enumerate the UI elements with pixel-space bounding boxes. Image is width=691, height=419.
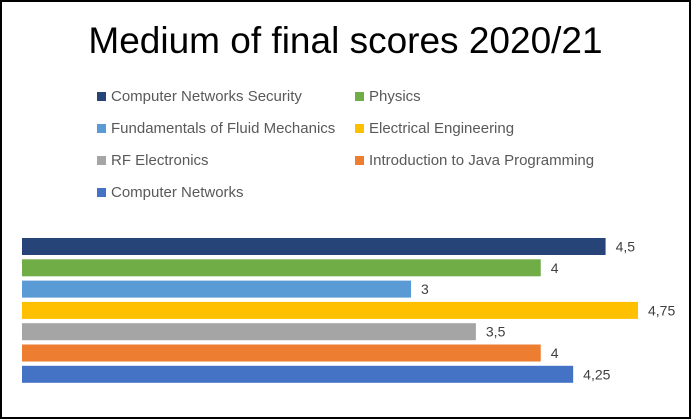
legend-item-introduction-to-java-programming: Introduction to Java Programming (355, 150, 615, 170)
bar-rf-electronics (22, 323, 476, 341)
bar-introduction-to-java-programming (22, 344, 541, 362)
chart-title: Medium of final scores 2020/21 (88, 20, 603, 61)
data-label: 4,75 (648, 302, 675, 318)
legend-label: Computer Networks Security (111, 87, 302, 105)
legend-label: Electrical Engineering (369, 119, 515, 137)
legend-item-computer-networks-security: Computer Networks Security (97, 86, 355, 106)
data-label: 4,25 (583, 366, 610, 382)
data-label: 4,5 (616, 239, 636, 255)
legend-item-fundamentals-of-fluid-mechanics: Fundamentals of Fluid Mechanics (97, 118, 355, 138)
legend-swatch (355, 91, 364, 101)
legend-swatch (355, 123, 364, 133)
legend-swatch (97, 187, 106, 197)
legend-swatch (355, 155, 364, 165)
bar-physics (22, 259, 541, 277)
data-label: 3 (421, 281, 429, 297)
legend-item-physics: Physics (355, 86, 615, 106)
bar-fundamentals-of-fluid-mechanics (22, 280, 412, 298)
legend-swatch (97, 91, 106, 101)
legend-swatch (97, 123, 106, 133)
data-label: 3,5 (486, 324, 506, 340)
data-label: 4 (551, 260, 559, 276)
legend-label: Computer Networks (111, 183, 244, 201)
bar-electrical-engineering (22, 301, 638, 319)
legend-label: Introduction to Java Programming (369, 151, 595, 169)
legend-swatch (97, 155, 106, 165)
legend-label: Physics (369, 87, 421, 105)
legend-item-computer-networks: Computer Networks (97, 182, 355, 202)
chart-legend: Computer Networks Security Physics Funda… (97, 86, 615, 202)
legend-label: RF Electronics (111, 151, 209, 169)
bar-computer-networks (22, 365, 574, 383)
legend-item-rf-electronics: RF Electronics (97, 150, 355, 170)
bar-computer-networks-security (22, 238, 606, 255)
data-label: 4 (551, 345, 559, 361)
legend-item-electrical-engineering: Electrical Engineering (355, 118, 615, 138)
legend-label: Fundamentals of Fluid Mechanics (111, 119, 336, 137)
